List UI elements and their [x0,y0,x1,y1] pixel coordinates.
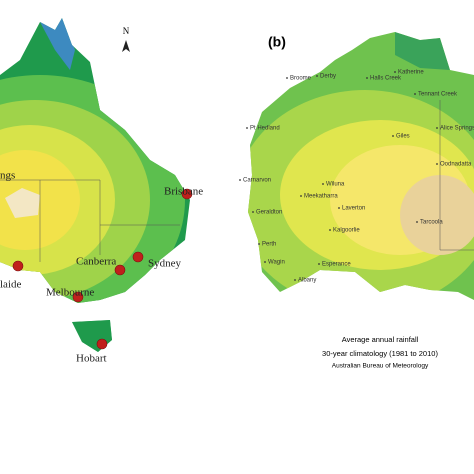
place-label: Meekatharra [304,194,338,200]
place-dot [414,93,416,95]
city-label: Melbourne [46,287,94,299]
place-dot [392,135,394,137]
place-label: Katherine [398,70,424,76]
place-label: Albany [298,278,316,284]
place-dot [338,207,340,209]
place-label: Halls Creek [370,76,402,82]
city-label: Hobart [76,353,107,365]
right-map [248,32,474,300]
city-dot [114,264,126,276]
place-label: Derby [320,74,336,80]
place-dot [394,71,396,73]
place-dot [436,127,438,129]
place-label: Carnarvon [243,178,271,184]
place-dot [252,211,254,213]
place-dot [316,75,318,77]
city-dot [96,338,108,350]
place-dot [286,77,288,79]
city-label: ngs [0,170,15,182]
place-label: Oodnadatta [440,162,472,168]
place-label: Geraldton [256,210,282,216]
place-label: Pt Hedland [250,126,280,132]
place-label: Tarcoola [420,220,443,226]
place-label: Esperance [322,262,351,268]
place-dot [436,163,438,165]
place-dot [246,127,248,129]
place-dot [300,195,302,197]
place-label: Kalgoorlie [333,228,360,234]
place-dot [294,279,296,281]
city-label: Sydney [148,258,182,270]
place-label: Laverton [342,206,365,212]
place-dot [329,229,331,231]
place-dot [322,183,324,185]
place-label: Perth [262,242,276,248]
panel-label: (b) [268,34,286,50]
place-label: Giles [396,134,410,140]
place-dot [264,261,266,263]
place-label: Alice Springs [440,126,474,132]
place-dot [239,179,241,181]
city-dot [72,291,84,303]
place-dot [318,263,320,265]
city-dot [12,260,24,272]
map-credit: Australian Bureau of Meteorology [332,363,429,370]
city-dot [181,188,193,200]
place-dot [258,243,260,245]
map-subtitle: 30-year climatology (1981 to 2010) [322,349,438,358]
map-title: Average annual rainfall [342,335,419,344]
place-label: Wagin [268,260,285,266]
city-label: Brisbane [164,186,203,198]
place-label: Tennant Creek [418,92,458,98]
place-dot [416,221,418,223]
north-arrow: N [122,26,130,52]
place-dot [366,77,368,79]
city-dot [132,251,144,263]
left-map [0,18,190,352]
city-label: Canberra [76,256,116,268]
place-label: Wiluna [326,182,345,188]
city-label: laide [0,279,21,291]
north-label: N [123,26,130,36]
place-label: Broome [290,76,312,82]
